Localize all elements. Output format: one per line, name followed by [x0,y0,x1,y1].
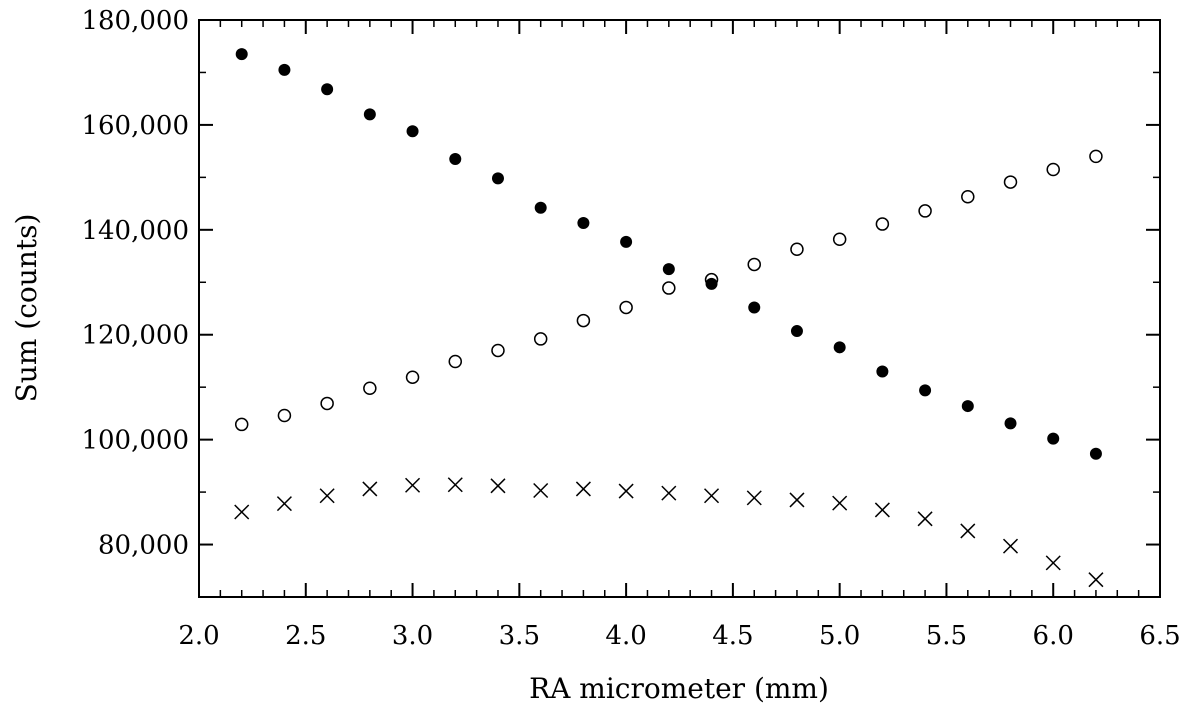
cross-point [1002,538,1019,554]
cross-point [533,482,549,499]
x-tick-label: 3.5 [499,621,540,651]
cross-point [832,495,848,511]
open-circle-point [533,332,548,346]
cross-point [1045,555,1061,571]
open-circle-point [491,343,505,358]
open-circle-point [576,313,591,328]
cross-point [362,481,378,497]
filled-circle-point [321,83,334,96]
filled-circle-point [705,277,718,290]
cross-point [618,483,634,499]
x-tick-label: 6.0 [1033,621,1074,651]
filled-circle-point [790,325,803,338]
y-tick-label: 180,000 [81,6,189,36]
open-circle-point [405,370,420,384]
open-circle-point [961,190,975,204]
open-circle-point [234,417,249,432]
filled-circle-point [534,201,547,214]
y-tick-label: 100,000 [81,426,189,456]
x-tick-label: 4.0 [605,621,646,651]
cross-point [704,488,720,504]
filled-circle-point [620,235,633,248]
x-tick-label: 6.5 [1139,621,1180,651]
filled-circle-point [449,153,462,166]
open-circle-point [277,408,292,423]
open-circle-point [747,257,761,272]
filled-circle-point [961,400,974,413]
cross-point [234,504,250,520]
open-circle-point [1089,149,1103,164]
y-tick-label: 80,000 [98,531,189,561]
filled-circle-point [406,125,419,138]
cross-point [960,523,976,539]
filled-circle-point [278,63,291,76]
open-circle-point [832,232,847,247]
open-circle-point [875,217,890,231]
x-tick-label: 4.5 [712,621,753,651]
x-tick-label: 5.0 [819,621,860,651]
cross-point [575,481,591,497]
filled-circle-point [1047,432,1060,445]
filled-circle-point [577,216,590,229]
y-tick-label: 120,000 [81,321,189,351]
open-circle-point [1046,162,1060,177]
cross-point [1088,572,1104,588]
filled-circle-point [363,108,376,121]
y-tick-label: 140,000 [81,216,189,246]
cross-point [490,478,506,494]
filled-circle-point [748,301,761,314]
open-circle-point [662,281,676,295]
cross-point [789,492,805,508]
cross-point [874,502,890,518]
data-marks [234,48,1104,588]
cross-point [276,496,292,512]
open-circle-point [363,381,377,395]
filled-circle-point [919,384,932,397]
x-tick-label: 5.5 [926,621,967,651]
tick-labels: 2.0 2.5 3.0 3.5 4.0 4.5 5.0 5.5 6.0 6.5 80,000 100,… [81,6,1180,651]
filled-circle-point [1089,447,1102,460]
cross-point [405,477,421,493]
filled-circle-point [1004,417,1017,430]
filled-circle-point [235,48,248,61]
open-circle-point [320,396,334,411]
open-circle-point [790,242,804,256]
filled-circle-point [491,172,504,185]
filled-circle-point [833,341,846,354]
open-circle-point [619,300,633,315]
axis-ticks [198,19,1161,598]
filled-circle-point [662,263,675,276]
open-circle-point [704,272,719,287]
cross-point [917,511,933,527]
y-axis-label: Sum (counts) [10,214,43,403]
open-circle-point [1003,175,1018,189]
plot-frame [198,19,1161,598]
filled-circle-point [876,365,889,378]
open-circle-point [448,354,463,369]
cross-point [661,485,677,501]
x-axis-label: RA micrometer (mm) [529,672,829,705]
x-tick-label: 2.5 [285,621,326,651]
x-tick-label: 2.0 [178,621,219,651]
y-tick-label: 160,000 [81,111,189,141]
x-tick-label: 3.0 [392,621,433,651]
cross-point [319,488,335,504]
open-circle-point [918,204,932,218]
cross-point [447,477,463,493]
cross-point [746,490,762,506]
